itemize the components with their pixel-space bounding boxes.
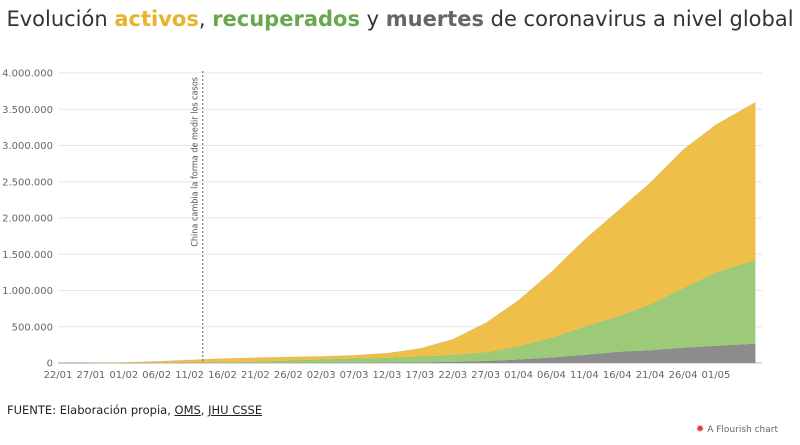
x-tick-label: 21/02 [241, 370, 270, 381]
y-tick-label: 500.000 [12, 322, 53, 333]
x-tick-label: 01/02 [109, 370, 138, 381]
x-tick-label: 02/03 [307, 370, 336, 381]
x-tick-label: 11/02 [175, 370, 204, 381]
x-tick-label: 21/04 [636, 370, 665, 381]
source-link-oms[interactable]: OMS [174, 403, 201, 417]
x-tick-label: 06/04 [537, 370, 566, 381]
y-tick-label: 0 [47, 359, 53, 370]
y-tick-label: 4.000.000 [2, 69, 53, 80]
y-tick-label: 2.000.000 [2, 214, 53, 225]
x-tick-label: 16/04 [603, 370, 632, 381]
title-muertes: muertes [385, 7, 484, 31]
source-prefix: FUENTE: Elaboración propia, [7, 403, 175, 417]
annotation-text: China cambia la forma de medir los casos [191, 77, 201, 247]
flourish-credit-label: A Flourish chart [707, 425, 778, 435]
title-recuperados: recuperados [212, 7, 360, 31]
y-tick-label: 1.500.000 [2, 250, 53, 261]
x-tick-label: 26/04 [669, 370, 698, 381]
title-sep: , [198, 7, 213, 31]
y-tick-label: 3.500.000 [2, 105, 53, 116]
title-sep: y [359, 7, 386, 31]
y-tick-label: 2.500.000 [2, 177, 53, 188]
area-muertes [58, 343, 756, 363]
source-note: FUENTE: Elaboración propia, OMS, JHU CSS… [7, 403, 262, 417]
x-tick-label: 01/05 [702, 370, 731, 381]
x-tick-label: 12/03 [373, 370, 402, 381]
x-tick-label: 11/04 [570, 370, 599, 381]
flourish-logo-icon: ✹ [695, 424, 705, 435]
title-activos: activos [114, 7, 199, 31]
chart-title: Evolución activos, recuperados y muertes… [0, 4, 800, 34]
x-tick-label: 17/03 [405, 370, 434, 381]
area-chart: 0 500.000 1.000.000 1.500.000 2.000.000 2.500… [2, 69, 762, 381]
flourish-credit[interactable]: ✹ A Flourish chart [696, 424, 778, 435]
area-activos [58, 102, 756, 363]
x-tick-label: 01/04 [504, 370, 533, 381]
x-tick-label: 06/02 [142, 370, 171, 381]
source-link-jhu[interactable]: JHU CSSE [208, 403, 263, 417]
y-tick-label: 1.000.000 [2, 286, 53, 297]
x-tick-label: 27/03 [471, 370, 500, 381]
line-activos [57, 102, 756, 364]
title-text: de coronavirus a nivel global [483, 7, 794, 31]
x-tick-label: 26/02 [274, 370, 303, 381]
x-tick-label: 22/01 [44, 370, 73, 381]
area-recuperados [58, 259, 756, 363]
title-text: Evolución [6, 7, 115, 31]
x-tick-label: 16/02 [208, 370, 237, 381]
x-tick-label: 22/03 [438, 370, 467, 381]
x-tick-label: 07/03 [340, 370, 369, 381]
source-sep: , [200, 403, 209, 417]
y-tick-label: 3.000.000 [2, 141, 53, 152]
x-tick-label: 27/01 [76, 370, 105, 381]
